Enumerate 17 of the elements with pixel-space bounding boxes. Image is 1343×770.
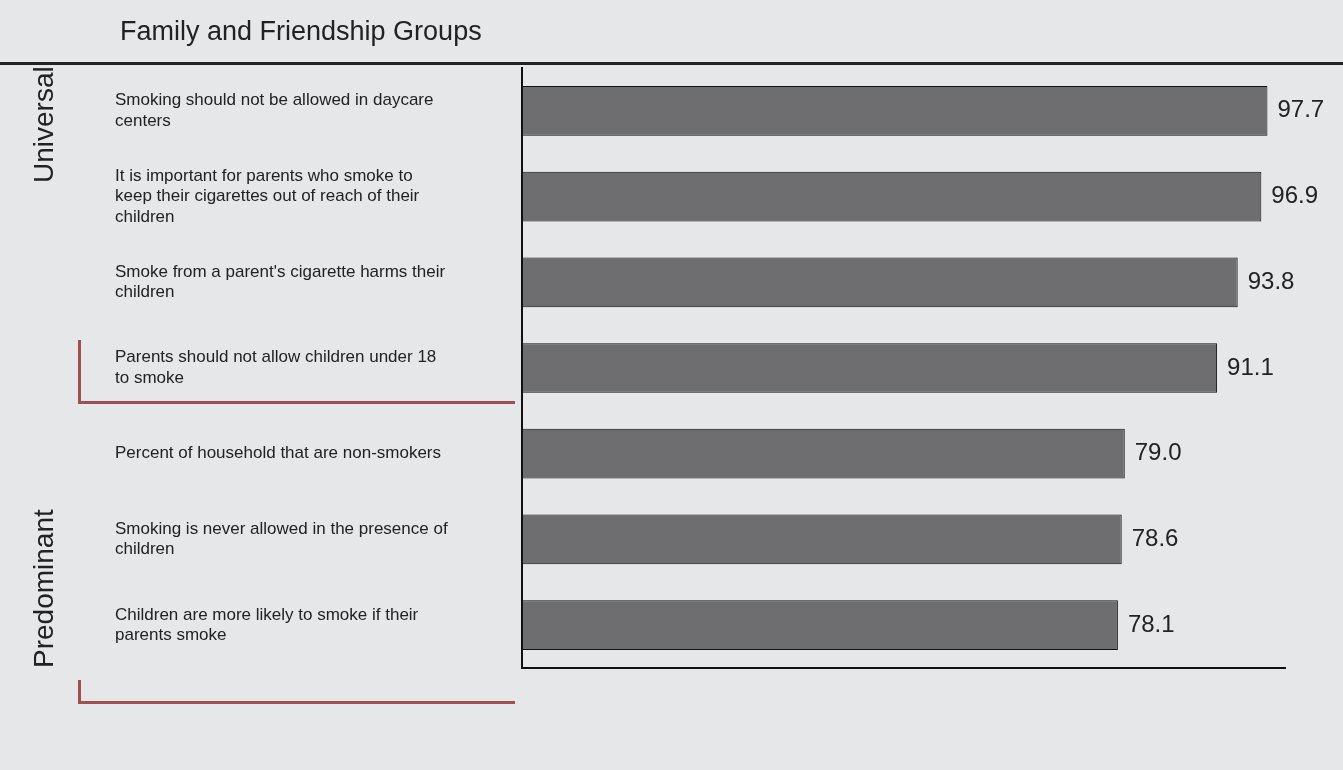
text: Universal — [28, 66, 60, 183]
y-tick-label: Children are more likely to smoke if their parents smoke — [115, 604, 419, 645]
y-tick-label: Smoke from a parent's cigarette harms their children — [115, 261, 446, 302]
y-tick-label: Percent of household that are non-smokers — [115, 443, 442, 463]
text: Predominant — [28, 509, 60, 668]
data-label: 96.9 — [1271, 181, 1319, 209]
data-label: 93.8 — [1247, 266, 1295, 294]
text: Family and Friendship Groups — [120, 16, 482, 47]
data-label: 97.7 — [1277, 95, 1325, 123]
y-tick-label: Smoking should not be allowed in daycare centers — [115, 90, 434, 130]
data-label: 78.1 — [1127, 609, 1175, 637]
data-label: 91.1 — [1227, 352, 1274, 380]
y-tick-label: Parents should not allow children under 18 to smoke — [115, 347, 437, 387]
data-label: 78.6 — [1131, 524, 1179, 552]
data-label: 79.0 — [1134, 438, 1182, 466]
y-tick-label: Smoking is never allowed in the presence of children — [115, 518, 448, 559]
y-tick-label: It is important for parents who smoke to keep their cigarettes out of reach of their children — [115, 165, 420, 226]
